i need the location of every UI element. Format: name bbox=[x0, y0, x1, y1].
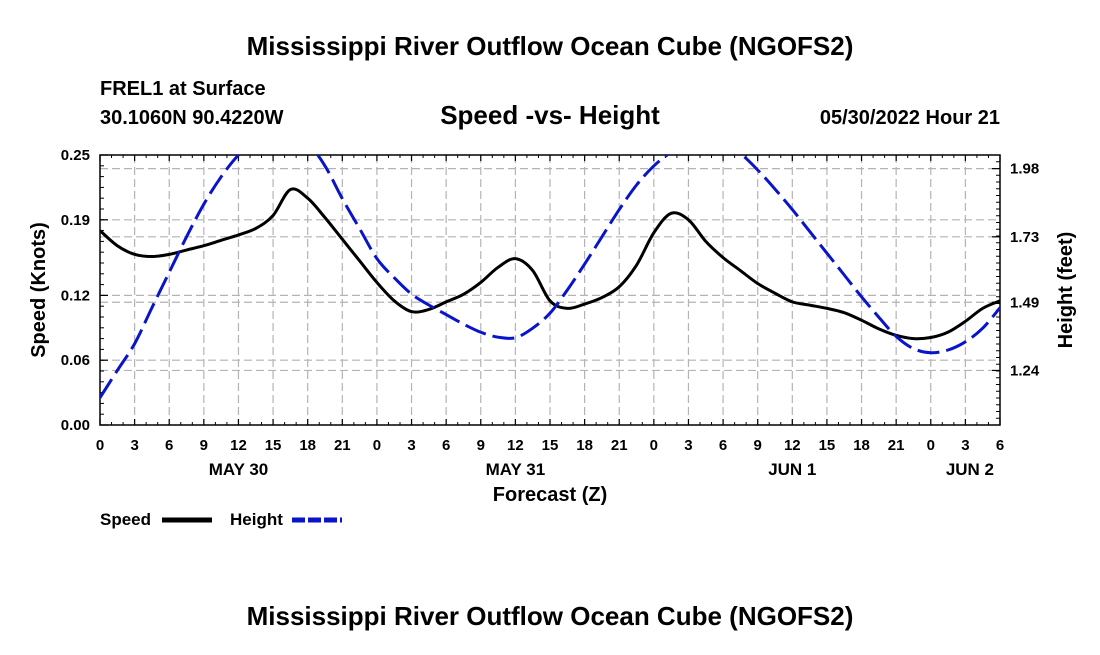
y-tick-label: 0.12 bbox=[61, 287, 90, 304]
x-tick-label: 12 bbox=[507, 437, 524, 454]
legend-speed-label: Speed bbox=[100, 510, 151, 529]
x-tick-label: 18 bbox=[576, 437, 593, 454]
x-tick-label: 6 bbox=[442, 437, 450, 454]
x-tick-label: 18 bbox=[853, 437, 870, 454]
y2-tick-label: 1.49 bbox=[1010, 294, 1039, 311]
y-axis-title: Speed (Knots) bbox=[28, 222, 50, 358]
x-tick-label: 9 bbox=[200, 437, 208, 454]
forecast-date: 05/30/2022 Hour 21 bbox=[820, 107, 1000, 129]
legend-height-label: Height bbox=[230, 510, 283, 529]
x-tick-label: 6 bbox=[165, 437, 173, 454]
x-date-label: MAY 31 bbox=[486, 460, 546, 479]
y2-tick-label: 1.98 bbox=[1010, 161, 1039, 178]
coordinates-label: 30.1060N 90.4220W bbox=[100, 107, 284, 129]
x-tick-label: 0 bbox=[373, 437, 381, 454]
x-date-label: JUN 2 bbox=[946, 460, 994, 479]
x-date-label: JUN 1 bbox=[768, 460, 816, 479]
x-axis-title: Forecast (Z) bbox=[493, 484, 607, 506]
y-tick-label: 0.25 bbox=[61, 147, 90, 164]
footer-title: Mississippi River Outflow Ocean Cube (NG… bbox=[247, 601, 854, 631]
x-tick-label: 12 bbox=[784, 437, 801, 454]
x-tick-label: 3 bbox=[684, 437, 692, 454]
x-tick-label: 0 bbox=[927, 437, 935, 454]
main-title: Mississippi River Outflow Ocean Cube (NG… bbox=[247, 31, 854, 61]
x-tick-label: 21 bbox=[334, 437, 351, 454]
y2-tick-label: 1.73 bbox=[1010, 229, 1039, 246]
x-tick-label: 3 bbox=[961, 437, 969, 454]
x-tick-label: 15 bbox=[819, 437, 836, 454]
x-tick-label: 6 bbox=[996, 437, 1004, 454]
x-tick-label: 9 bbox=[754, 437, 762, 454]
y-tick-label: 0.06 bbox=[61, 352, 90, 369]
speed-series-line bbox=[100, 187, 1000, 341]
x-tick-label: 18 bbox=[299, 437, 316, 454]
x-tick-label: 21 bbox=[888, 437, 905, 454]
y-tick-label: 0.19 bbox=[61, 212, 90, 229]
station-label: FREL1 at Surface bbox=[100, 78, 266, 100]
x-tick-label: 15 bbox=[542, 437, 559, 454]
y2-axis-title: Height (feet) bbox=[1055, 232, 1077, 349]
x-tick-label: 0 bbox=[96, 437, 104, 454]
x-tick-label: 21 bbox=[611, 437, 628, 454]
x-tick-label: 0 bbox=[650, 437, 658, 454]
chart-title: Speed -vs- Height bbox=[440, 100, 660, 130]
y2-tick-label: 1.24 bbox=[1010, 362, 1040, 379]
legend: Speed Height bbox=[100, 510, 342, 529]
x-tick-label: 9 bbox=[477, 437, 485, 454]
grid bbox=[100, 155, 1000, 425]
axis-ticks bbox=[99, 154, 1001, 426]
x-tick-label: 15 bbox=[265, 437, 282, 454]
x-tick-label: 6 bbox=[719, 437, 727, 454]
height-series-line bbox=[100, 155, 1000, 399]
x-tick-label: 3 bbox=[130, 437, 138, 454]
data-series bbox=[100, 155, 1000, 399]
x-tick-label: 12 bbox=[230, 437, 247, 454]
x-tick-label: 3 bbox=[407, 437, 415, 454]
x-date-label: MAY 30 bbox=[209, 460, 269, 479]
y-tick-label: 0.00 bbox=[61, 417, 90, 434]
axis-labels: 0 3 6 9 12 15 18 21 0 3 6 9 12 15 18 21 0 3 6 9 12 15 18 21 0 3 6 M… bbox=[61, 147, 1040, 479]
